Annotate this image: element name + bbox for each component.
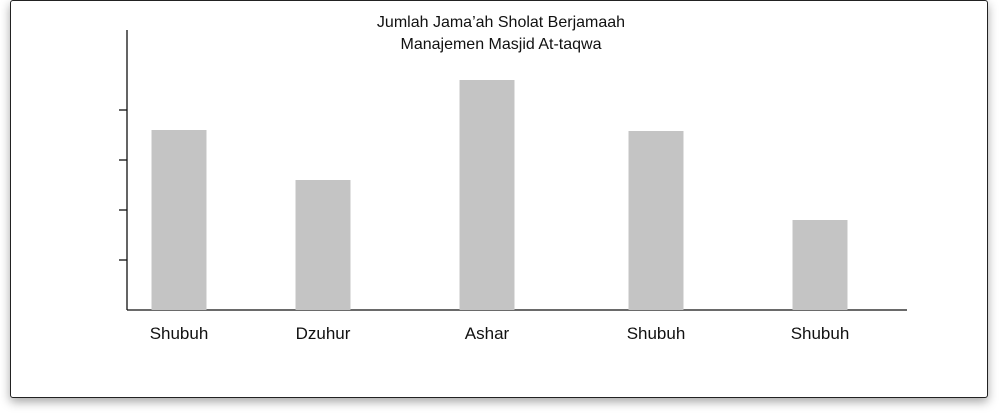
x-tick-label-5: Shubuh	[791, 324, 850, 343]
bar-2	[296, 180, 351, 310]
chart-title: Jumlah Jama’ah Sholat Berjamaah	[377, 14, 625, 31]
bar-1	[152, 130, 207, 310]
x-tick-labels: Shubuh Dzuhur Ashar Shubuh Shubuh	[150, 324, 850, 343]
bars-group	[152, 80, 848, 310]
x-tick-label-1: Shubuh	[150, 324, 209, 343]
x-tick-label-3: Ashar	[465, 324, 510, 343]
bar-3	[460, 80, 515, 310]
bar-5	[793, 220, 848, 310]
y-axis-ticks	[119, 110, 127, 260]
chart-subtitle: Manajemen Masjid At-taqwa	[401, 36, 602, 53]
x-tick-label-4: Shubuh	[627, 324, 686, 343]
bar-4	[629, 131, 684, 310]
x-tick-label-2: Dzuhur	[296, 324, 351, 343]
